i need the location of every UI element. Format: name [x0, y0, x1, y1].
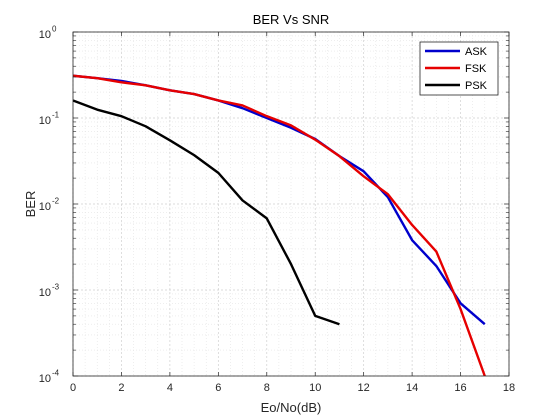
x-tick-label: 12 [358, 382, 370, 394]
x-tick-label: 14 [406, 382, 418, 394]
y-tick-exponent: -2 [52, 197, 60, 206]
y-tick-base: 10 [39, 115, 51, 127]
y-tick-base: 10 [39, 287, 51, 299]
x-tick-label: 8 [264, 382, 270, 394]
legend: ASK FSK PSK [419, 41, 499, 96]
y-tick-base: 10 [39, 373, 51, 385]
y-tick-exponent: 0 [52, 25, 57, 34]
y-tick-exponent: -4 [52, 369, 60, 378]
y-tick-base: 10 [39, 201, 51, 213]
x-tick-label: 4 [167, 382, 173, 394]
legend-label-psk: PSK [465, 80, 488, 92]
y-tick-label: 10 -4 [39, 369, 60, 386]
chart-title: BER Vs SNR [253, 12, 330, 27]
series-line-psk [73, 99, 340, 326]
x-tick-label: 18 [503, 382, 515, 394]
y-tick-exponent: -1 [52, 111, 60, 120]
series-line-fsk [73, 74, 486, 376]
y-tick-label: 10 -2 [39, 197, 60, 214]
axis-ticks [72, 31, 510, 377]
x-tick-label: 2 [118, 382, 124, 394]
y-tick-label: 10 0 [39, 25, 57, 42]
x-tick-label: 6 [215, 382, 221, 394]
x-tick-label: 16 [454, 382, 466, 394]
y-tick-exponent: -3 [52, 283, 60, 292]
x-tick-label: 10 [309, 382, 321, 394]
x-axis-label: Eo/No(dB) [261, 400, 322, 415]
y-tick-label: 10 -1 [39, 111, 60, 128]
legend-label-ask: ASK [465, 46, 488, 58]
y-tick-label: 10 -3 [39, 283, 60, 300]
x-tick-label: 0 [70, 382, 76, 394]
legend-label-fsk: FSK [465, 63, 487, 75]
y-axis-label: BER [23, 191, 38, 218]
y-tick-base: 10 [39, 29, 51, 41]
series-lines [73, 74, 486, 376]
